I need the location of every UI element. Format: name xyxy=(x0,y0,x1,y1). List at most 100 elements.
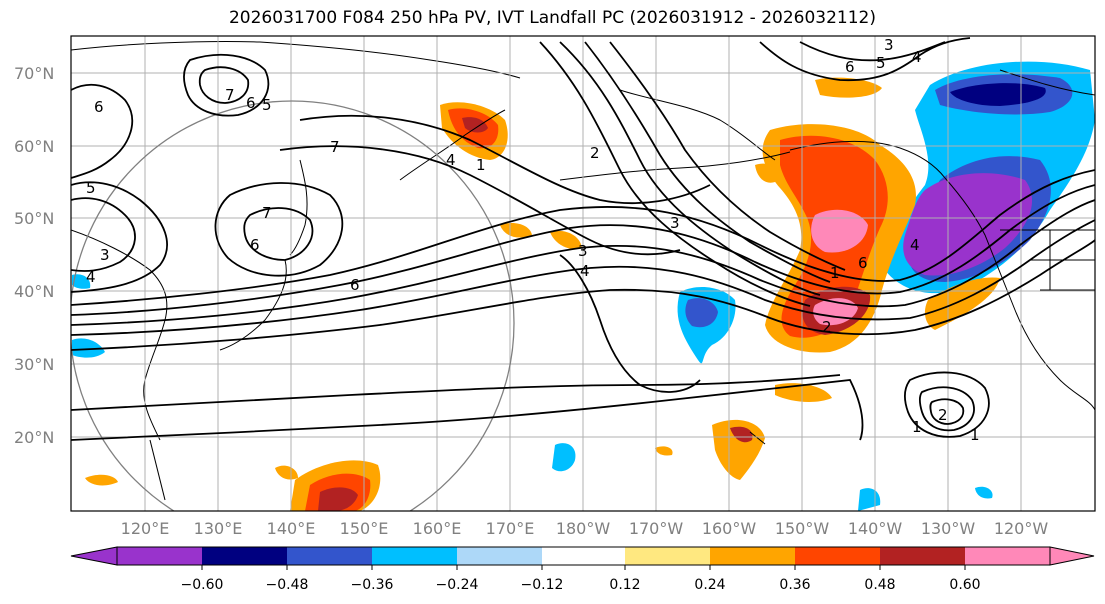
pv-contour-cutoff-mid xyxy=(918,386,975,432)
pv-contour-sub-a xyxy=(71,374,841,411)
lon-label: 120°E xyxy=(121,519,170,538)
coast-aleutians xyxy=(559,151,791,181)
lon-label: 130°W xyxy=(921,519,976,538)
coast-alaska-west xyxy=(619,89,776,161)
contour-label: 2 xyxy=(822,318,832,336)
colorbar-tick-labels: −0.60 −0.48 −0.36 −0.24 −0.12 0.12 0.24 … xyxy=(181,577,981,593)
neg-region-westpac-core xyxy=(685,298,718,328)
colorbar-tick-label: −0.36 xyxy=(351,577,394,593)
pv-contour-west-c xyxy=(71,197,136,272)
pv-contour-mid-b xyxy=(279,145,681,256)
pv-contour-1 xyxy=(71,169,1095,306)
contour-label: 5 xyxy=(876,54,886,72)
neg-region-small-1 xyxy=(552,443,576,472)
pv-contour-high-b xyxy=(799,41,946,62)
lat-label: 20°N xyxy=(14,428,54,447)
contour-label: 3 xyxy=(884,36,894,54)
lon-label: 120°W xyxy=(994,519,1049,538)
contour-label: 7 xyxy=(225,86,235,104)
contour-label: 6 xyxy=(350,276,360,294)
contour-label: 3 xyxy=(100,246,110,264)
contour-label: 4 xyxy=(86,268,96,286)
neg-region-small-3 xyxy=(72,338,105,358)
lon-label: 180°W xyxy=(556,519,611,538)
colorbar-swatch xyxy=(202,547,287,565)
lat-label: 30°N xyxy=(14,355,54,374)
pv-contour-low-kuril xyxy=(214,182,344,277)
lon-label: 140°E xyxy=(267,519,316,538)
pv-contour-5 xyxy=(71,239,1095,351)
pos-region-kamchatka-dark xyxy=(462,117,488,133)
pv-contour-dip xyxy=(559,254,701,393)
colorbar-swatch xyxy=(372,547,457,565)
pos-region-hawaii-red xyxy=(730,426,753,443)
colorbar: −0.60 −0.48 −0.36 −0.24 −0.12 0.12 0.24 … xyxy=(70,546,1095,593)
pv-contour-cutoff-outer xyxy=(903,371,990,438)
lon-label: 170°W xyxy=(629,519,684,538)
contour-label: 7 xyxy=(330,138,340,156)
coast-kamchatka xyxy=(399,109,506,181)
colorbar-tick-label: −0.48 xyxy=(266,577,309,593)
colorbar-tick-label: 0.24 xyxy=(694,577,725,593)
coast-hawaii xyxy=(749,431,766,445)
contour-labels: 3 5 4 6 7 6 6 5 7 6 5 3 4 6 7 4 1 2 3 3 … xyxy=(86,36,980,444)
colorbar-swatch xyxy=(542,547,625,565)
gridlines xyxy=(71,36,1095,511)
coast-alaska-south xyxy=(789,140,946,179)
colorbar-extend-left xyxy=(70,546,118,566)
pos-region-small-b xyxy=(550,230,582,250)
pos-region-small-e xyxy=(85,474,118,486)
lat-label: 60°N xyxy=(14,137,54,156)
pos-region-arctic xyxy=(815,77,882,98)
colorbar-swatch xyxy=(710,547,795,565)
lat-label: 40°N xyxy=(14,282,54,301)
colorbar-swatch xyxy=(880,547,965,565)
colorbar-tick-label: −0.60 xyxy=(181,577,224,593)
colorbar-tick-label: −0.12 xyxy=(521,577,564,593)
pv-contour-low-siberia-inner xyxy=(198,66,250,104)
pos-region-small-d xyxy=(275,465,298,480)
lon-label: 160°W xyxy=(702,519,757,538)
contour-label: 1 xyxy=(830,264,840,282)
pv-contour-ridge-c xyxy=(609,41,846,271)
contour-label: 6 xyxy=(250,236,260,254)
contour-label: 6 xyxy=(858,254,868,272)
coast-japan xyxy=(219,259,287,351)
contour-label: 3 xyxy=(578,242,588,260)
pv-contour-low-kuril-inner xyxy=(243,207,314,261)
contour-label: 1 xyxy=(476,156,486,174)
contour-label: 1 xyxy=(912,418,922,436)
lon-label: 150°E xyxy=(340,519,389,538)
coast-sakhalin xyxy=(289,159,308,256)
neg-region-small-4 xyxy=(72,274,91,289)
colorbar-swatch xyxy=(965,547,1050,565)
colorbar-tick-label: 0.60 xyxy=(949,577,980,593)
contour-label: 4 xyxy=(912,48,922,66)
latitude-labels: 70°N 60°N 50°N 40°N 30°N 20°N xyxy=(14,64,54,447)
pos-region-south-1 xyxy=(775,383,832,402)
colorbar-swatch xyxy=(625,547,710,565)
lon-label: 160°E xyxy=(413,519,462,538)
colorbar-extend-right xyxy=(1049,546,1095,566)
contour-label: 5 xyxy=(86,179,96,197)
pv-contour-low-siberia xyxy=(183,53,270,117)
shaded-pc-field xyxy=(72,61,1095,511)
colorbar-swatch xyxy=(795,547,880,565)
contour-label: 6 xyxy=(845,58,855,76)
coast-asia-north xyxy=(71,40,521,79)
pv-contour-ridge-a xyxy=(559,41,821,296)
pv-contour-west-b xyxy=(71,181,168,293)
colorbar-tick-label: −0.24 xyxy=(436,577,479,593)
lat-label: 70°N xyxy=(14,64,54,83)
map-panel: 3 5 4 6 7 6 6 5 7 6 5 3 4 6 7 4 1 2 3 3 … xyxy=(71,36,1095,511)
lon-label: 150°W xyxy=(775,519,830,538)
lon-label: 170°E xyxy=(486,519,535,538)
pv-contour-4 xyxy=(71,219,1095,336)
contour-label: 6 xyxy=(246,94,256,112)
colorbar-swatch xyxy=(117,547,202,565)
map-title: 2026031700 F084 250 hPa PV, IVT Landfall… xyxy=(228,8,876,28)
coast-taiwan-phil xyxy=(149,439,166,501)
colorbar-swatch xyxy=(457,547,542,565)
colorbar-swatch xyxy=(287,547,372,565)
